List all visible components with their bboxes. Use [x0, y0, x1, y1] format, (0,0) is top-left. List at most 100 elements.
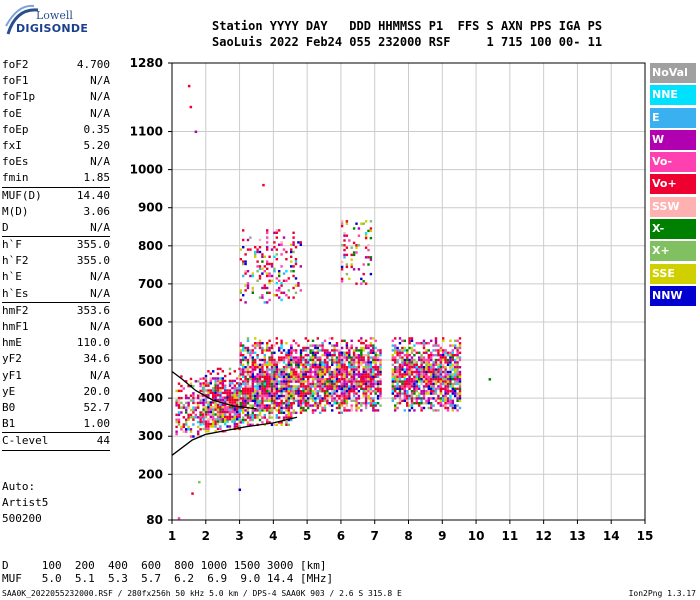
echo-point [410, 370, 414, 374]
echo-point [458, 356, 462, 359]
echo-point [311, 354, 315, 357]
echo-point [444, 373, 447, 376]
echo-point [401, 387, 404, 390]
echo-point [415, 373, 418, 376]
echo-point [214, 422, 217, 426]
echo-point [340, 392, 344, 395]
echo-point [446, 380, 450, 383]
echo-point [316, 346, 319, 350]
echo-point [285, 416, 288, 419]
echo-point [369, 349, 373, 352]
echo-point [430, 382, 433, 386]
echo-point [338, 373, 341, 376]
echo-point [391, 344, 394, 347]
echo-point [278, 397, 281, 400]
echo-point [282, 402, 286, 405]
echo-point [374, 375, 377, 378]
echo-point [297, 361, 300, 364]
echo-point [226, 398, 229, 402]
echo-point [297, 385, 300, 388]
echo-point [285, 394, 288, 398]
echo-point [355, 282, 358, 285]
echo-point [266, 421, 269, 424]
echo-point [430, 363, 433, 366]
echo-point [369, 402, 373, 405]
echo-point [261, 387, 264, 390]
echo-point [333, 392, 336, 395]
echo-point [333, 351, 336, 354]
echo-point [270, 423, 274, 426]
echo-point [299, 390, 303, 393]
echo-point [427, 363, 430, 366]
echo-point [273, 370, 276, 374]
echo-point [287, 404, 290, 407]
echo-point [360, 354, 363, 357]
echo-point [437, 380, 440, 383]
echo-point [418, 402, 421, 405]
echo-point [228, 410, 232, 414]
echo-point [228, 379, 232, 383]
echo-point [307, 387, 310, 390]
echo-point [343, 378, 346, 381]
echo-point [316, 344, 319, 347]
echo-point [214, 406, 217, 409]
echo-point [458, 373, 462, 376]
echo-point [434, 361, 438, 364]
echo-point [352, 251, 356, 254]
echo-point [224, 420, 227, 423]
echo-point [249, 392, 252, 395]
echo-point [251, 368, 254, 371]
echo-point [242, 246, 245, 249]
echo-point [285, 402, 288, 405]
echo-point [275, 375, 278, 378]
echo-point [287, 361, 290, 364]
echo-point [268, 411, 271, 414]
echo-point [379, 351, 382, 354]
echo-point [379, 390, 382, 393]
echo-point [254, 342, 257, 345]
echo-point [314, 409, 317, 412]
echo-point [323, 339, 327, 342]
echo-point [282, 390, 286, 393]
echo-point [422, 346, 426, 350]
echo-point [446, 392, 450, 395]
echo-point [219, 379, 222, 383]
echo-point [287, 296, 290, 299]
echo-point [238, 427, 241, 431]
param-value: 14.40 [76, 188, 110, 202]
echo-point [287, 387, 290, 390]
echo-point [355, 251, 358, 254]
echo-point [256, 380, 259, 383]
echo-point [282, 349, 286, 352]
echo-point [249, 404, 252, 407]
echo-point [374, 358, 377, 362]
echo-point [454, 380, 457, 383]
echo-point [207, 382, 210, 385]
echo-point [340, 373, 344, 376]
echo-point [273, 270, 276, 273]
echo-point [309, 363, 312, 366]
echo-point [345, 351, 349, 354]
echo-point [331, 409, 334, 412]
echo-point [352, 356, 356, 359]
echo-point [285, 382, 288, 386]
echo-point [340, 361, 344, 364]
echo-point [374, 354, 377, 357]
echo-point [282, 279, 286, 282]
echo-point [246, 368, 250, 371]
echo-point [442, 382, 445, 386]
echo-point [275, 231, 278, 234]
echo-point [425, 342, 428, 345]
echo-point [364, 220, 368, 223]
echo-point [446, 375, 450, 378]
echo-point [439, 370, 442, 374]
echo-point [432, 363, 435, 366]
echo-point [316, 394, 319, 398]
echo-point [340, 394, 344, 398]
echo-point [258, 265, 262, 268]
echo-point [299, 394, 303, 398]
echo-point [280, 339, 283, 342]
echo-point [335, 378, 339, 381]
echo-point [177, 382, 181, 385]
echo-point [221, 398, 224, 402]
